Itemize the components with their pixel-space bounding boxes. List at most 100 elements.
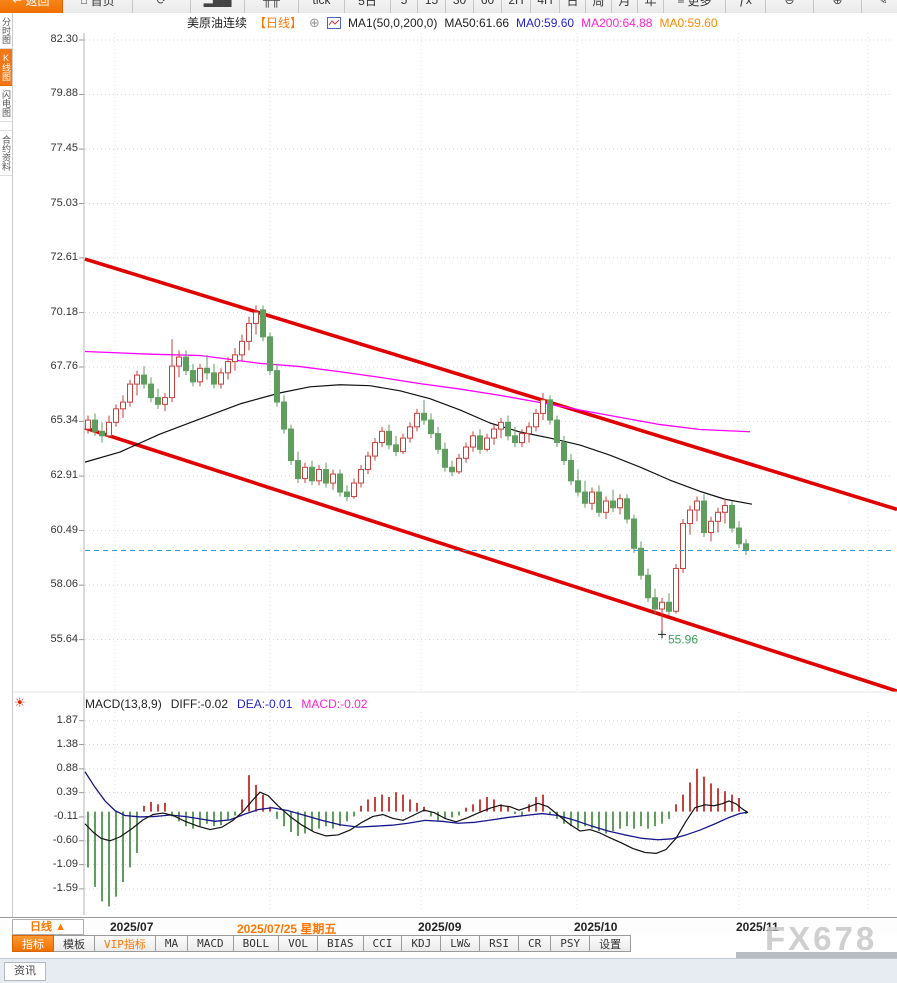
bar-chart-button[interactable]: ▂▅▇ bbox=[191, 0, 245, 13]
4h-button[interactable]: 4H bbox=[531, 0, 560, 13]
candle-chart-button[interactable]: ╫╫ bbox=[245, 0, 299, 13]
tab-设置[interactable]: 设置 bbox=[590, 935, 632, 952]
price-tick-label: 72.61 bbox=[50, 250, 78, 263]
tab-LW&[interactable]: LW& bbox=[441, 935, 481, 952]
price-tick-label: 67.76 bbox=[50, 360, 78, 372]
price-tick-label: 79.88 bbox=[50, 87, 78, 100]
macd-tick-label: 0.39 bbox=[56, 785, 78, 798]
monthly-button[interactable]: 月 bbox=[612, 0, 638, 13]
5day-button[interactable]: 5日 bbox=[345, 0, 391, 13]
price-tick-label: 75.03 bbox=[50, 196, 78, 209]
zoom-in-button[interactable]: ⊕ bbox=[814, 0, 862, 13]
zoom-in-icon: ⊕ bbox=[832, 0, 843, 7]
tab-KDJ[interactable]: KDJ bbox=[402, 935, 442, 952]
symbol-name: 美原油连续 bbox=[187, 16, 248, 30]
15min-button[interactable]: 15 bbox=[418, 0, 446, 13]
refresh-button[interactable]: ⟳ bbox=[133, 0, 191, 13]
hamburger-icon: ≡ bbox=[677, 0, 685, 7]
tab-VOL[interactable]: VOL bbox=[279, 935, 318, 952]
tab-VIP指标[interactable]: VIP指标 bbox=[95, 935, 156, 952]
tab-BOLL[interactable]: BOLL bbox=[233, 935, 280, 952]
sidebar-item-K线图[interactable]: K线图 bbox=[0, 49, 12, 86]
macd-tick-label: -0.60 bbox=[52, 833, 78, 846]
draw-button[interactable]: ✎ bbox=[862, 0, 897, 13]
ma200-value: MA200:64.88 bbox=[581, 15, 653, 30]
tab-PSY[interactable]: PSY bbox=[551, 935, 591, 952]
daily-button[interactable]: 日 bbox=[560, 0, 586, 13]
weekly-button[interactable]: 周 bbox=[586, 0, 612, 13]
sidebar-item-闪电图[interactable]: 闪电图 bbox=[0, 86, 12, 122]
fx-indicator-button[interactable]: ƒx bbox=[726, 0, 766, 13]
zoom-out-button[interactable]: ⊖ bbox=[766, 0, 814, 13]
zoom-out-icon: ⊖ bbox=[784, 0, 795, 7]
time-axis-row: 日线 ▲ 2025/07 2025/07/25 星期五 2025/09 2025/10… bbox=[0, 917, 897, 936]
yearly-button[interactable]: 年 bbox=[638, 0, 664, 13]
month-label: 2025/09 bbox=[418, 920, 462, 934]
tab-CCI[interactable]: CCI bbox=[363, 935, 403, 952]
month-label: 2025/11 bbox=[736, 920, 779, 934]
price-tick-label: 58.06 bbox=[50, 578, 78, 591]
tab-模板[interactable]: 模板 bbox=[54, 935, 95, 952]
period-selector[interactable]: 日线 ▲ bbox=[12, 919, 84, 935]
bar-chart-icon: ▂▅▇ bbox=[203, 0, 232, 7]
month-label: 2025/10 bbox=[574, 920, 618, 934]
macd-tick-label: 1.87 bbox=[56, 713, 78, 726]
selected-date-label: 2025/07/25 星期五 bbox=[237, 922, 337, 936]
indicator-settings-icon[interactable]: ☀ bbox=[14, 695, 26, 710]
macd-tick-label: 0.88 bbox=[56, 761, 78, 774]
month-label: 2025/07 bbox=[110, 920, 154, 934]
back-arrow-icon: ↩ bbox=[12, 0, 23, 7]
price-tick-label: 70.18 bbox=[50, 305, 78, 318]
tick-button[interactable]: tick bbox=[299, 0, 345, 13]
ma0-orange-value: MA0:59.60 bbox=[659, 15, 718, 30]
bottom-status-bar: 资讯 bbox=[0, 958, 897, 983]
price-tick-label: 60.49 bbox=[50, 523, 78, 536]
5min-button[interactable]: 5 bbox=[391, 0, 418, 13]
sidebar-item-分时图[interactable]: 分时图 bbox=[0, 13, 12, 49]
macd-dea-value: DEA:-0.01 bbox=[237, 697, 293, 711]
pencil-icon: ✎ bbox=[877, 0, 888, 7]
mini-chart-icon bbox=[326, 16, 341, 29]
candlestick-icon: ╫╫ bbox=[262, 0, 280, 7]
macd-macd-value: MACD:-0.02 bbox=[301, 697, 368, 711]
indicator-tabs: 指标 模板 VIP指标 MA MACD BOLL VOL BIAS CCI KDJ LW& RSI CR… bbox=[12, 935, 632, 953]
news-tab[interactable]: 资讯 bbox=[4, 962, 46, 981]
macd-tick-label: -1.09 bbox=[52, 857, 78, 870]
refresh-icon: ⟳ bbox=[156, 0, 167, 7]
macd-diff-value: DIFF:-0.02 bbox=[170, 697, 229, 711]
2h-button[interactable]: 2H bbox=[502, 0, 531, 13]
add-compare-icon[interactable]: ⊕ bbox=[309, 14, 320, 30]
home-icon: ⌂ bbox=[80, 0, 88, 7]
more-button[interactable]: ≡ 更多 bbox=[664, 0, 726, 13]
home-button[interactable]: ⌂ 首页 bbox=[63, 0, 133, 13]
low-price-annotation: 55.96 bbox=[668, 632, 698, 646]
watermark-logo: FX678 bbox=[765, 920, 878, 957]
ma50-value: MA50:61.66 bbox=[444, 15, 510, 30]
tab-RSI[interactable]: RSI bbox=[480, 935, 519, 952]
tab-指标[interactable]: 指标 bbox=[12, 935, 54, 952]
top-toolbar: ↩ 返回 ⌂ 首页 ⟳ ▂▅▇ ╫╫ tick 5日 5 15 30 60 2H 4H 日周月年 ≡ 更多 ƒx ⊖ ⊕… bbox=[0, 0, 897, 14]
price-tick-label: 82.30 bbox=[50, 33, 78, 45]
tab-MACD[interactable]: MACD bbox=[188, 935, 234, 952]
sidebar-item-合约资料[interactable]: 合约资料 bbox=[0, 130, 12, 176]
macd-tick-label: -0.11 bbox=[53, 809, 78, 822]
tab-BIAS[interactable]: BIAS bbox=[318, 935, 364, 952]
30min-button[interactable]: 30 bbox=[446, 0, 474, 13]
tab-CR[interactable]: CR bbox=[519, 935, 552, 952]
chart-type-sidebar: 分时图 K线图 闪电图合约资料 bbox=[0, 13, 13, 917]
scrollbar-strip[interactable] bbox=[736, 952, 897, 960]
price-tick-label: 77.45 bbox=[50, 142, 78, 155]
macd-tick-label: 1.38 bbox=[56, 737, 78, 750]
period-label: 【日线】 bbox=[254, 16, 303, 30]
macd-tick-label: -1.59 bbox=[52, 881, 78, 894]
macd-title-bar: MACD(13,8,9) DIFF:-0.02 DEA:-0.01 MACD:-… bbox=[85, 696, 367, 712]
price-tick-label: 62.91 bbox=[50, 469, 78, 482]
ma0-blue-value: MA0:59.60 bbox=[516, 15, 575, 30]
back-button[interactable]: ↩ 返回 bbox=[0, 0, 63, 13]
60min-button[interactable]: 60 bbox=[474, 0, 502, 13]
price-tick-label: 55.64 bbox=[50, 632, 78, 645]
tab-MA[interactable]: MA bbox=[155, 935, 189, 952]
chart-title-bar: 美原油连续 【日线】 ⊕ MA1(50,0,200,0) MA50:61.66 … bbox=[13, 13, 897, 32]
